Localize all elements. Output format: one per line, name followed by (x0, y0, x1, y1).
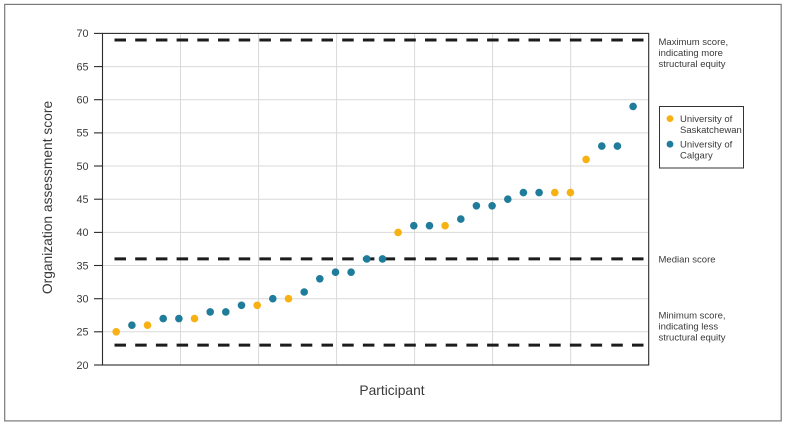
svg-text:20: 20 (76, 360, 88, 372)
svg-text:Median score: Median score (659, 255, 716, 266)
svg-text:Maximum score,: Maximum score, (659, 37, 729, 48)
svg-text:35: 35 (76, 260, 88, 272)
svg-text:25: 25 (76, 327, 88, 339)
svg-text:50: 50 (76, 161, 88, 173)
svg-text:structural equity: structural equity (659, 333, 726, 344)
svg-text:55: 55 (76, 128, 88, 140)
svg-text:40: 40 (76, 227, 88, 239)
svg-text:45: 45 (76, 194, 88, 206)
svg-text:Saskatchewan: Saskatchewan (680, 125, 742, 136)
svg-text:indicating more: indicating more (659, 48, 723, 59)
svg-text:60: 60 (76, 95, 88, 107)
svg-text:Minimum score,: Minimum score, (659, 311, 726, 322)
svg-text:indicating less: indicating less (659, 322, 719, 333)
svg-text:Participant: Participant (359, 383, 424, 398)
svg-text:Calgary: Calgary (680, 150, 713, 161)
svg-text:structural equity: structural equity (659, 59, 726, 70)
svg-text:30: 30 (76, 294, 88, 306)
svg-text:Organization assessment score: Organization assessment score (40, 101, 55, 295)
svg-text:University of: University of (680, 114, 733, 125)
svg-text:70: 70 (76, 28, 88, 40)
svg-text:65: 65 (76, 61, 88, 73)
svg-text:University of: University of (680, 139, 733, 150)
